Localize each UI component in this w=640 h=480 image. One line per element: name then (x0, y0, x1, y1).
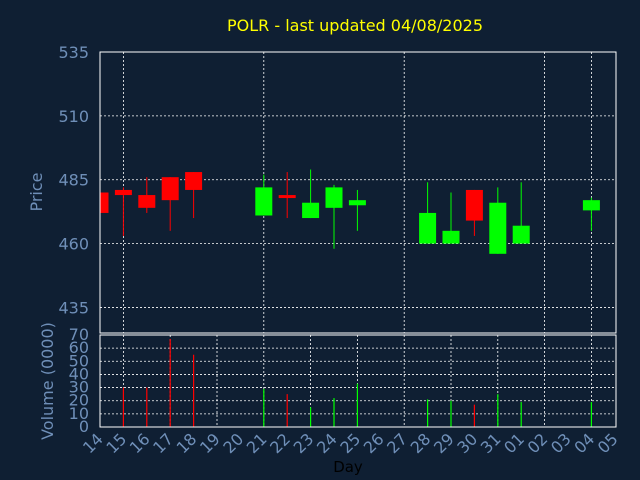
candle-body (419, 212, 437, 244)
x-tick-label: 05 (594, 429, 622, 457)
candle-body (185, 172, 203, 190)
price-frame (99, 51, 617, 334)
price-tick-label: 435 (58, 298, 89, 317)
volume-tick-label: 0 (79, 417, 89, 436)
candle-body (465, 189, 483, 221)
volume-axis-label: Volume (0000) (38, 322, 57, 440)
candle (138, 177, 156, 213)
price-tick-label: 535 (58, 43, 89, 62)
candle-body (161, 177, 179, 201)
chart-title: POLR - last updated 04/08/2025 (227, 16, 483, 35)
volume-tick-label: 70 (69, 325, 89, 344)
candle (325, 184, 343, 249)
candle-body (442, 230, 460, 244)
candle-body (582, 200, 600, 211)
candle-body (489, 202, 507, 254)
volume-tick-label: 20 (69, 391, 89, 410)
candle-body (100, 192, 109, 213)
volume-tick-label: 60 (69, 338, 89, 357)
candle (419, 182, 437, 244)
candle-body (114, 189, 132, 196)
volume-frame (99, 334, 617, 428)
candle (114, 187, 132, 236)
price-tick-label: 510 (58, 107, 89, 126)
candle (489, 187, 507, 254)
volume-tick-label: 40 (69, 364, 89, 383)
candle (161, 177, 179, 231)
x-axis-label: Day (333, 458, 363, 476)
volume-tick-label: 30 (69, 378, 89, 397)
candles (99, 169, 600, 254)
price-axis-label: Price (27, 172, 46, 211)
candle-body (325, 187, 343, 208)
volume-tick-label: 50 (69, 351, 89, 370)
price-panel: 435 460 485 510 535 Price (27, 43, 617, 334)
candle (255, 174, 273, 216)
candle (185, 172, 203, 219)
candle (512, 182, 530, 244)
candle (582, 197, 600, 231)
candle-body (302, 202, 320, 219)
candle (278, 172, 296, 219)
price-tick-label: 485 (58, 171, 89, 190)
candle-body (138, 195, 156, 208)
candle (442, 192, 460, 244)
candle-body (348, 200, 366, 206)
candle (465, 189, 483, 236)
volume-tick-label: 10 (69, 404, 89, 423)
x-tick-labels: 1415161718192021222324252627282930310102… (79, 429, 622, 457)
volume-bars (122, 338, 593, 427)
price-y-ticks: 435 460 485 510 535 (58, 43, 89, 317)
candle-body (512, 225, 530, 244)
candle-body (278, 195, 296, 199)
price-tick-label: 460 (58, 235, 89, 254)
candle (302, 169, 320, 219)
candle (99, 189, 109, 213)
candle (348, 189, 366, 231)
candle-body (255, 187, 273, 216)
